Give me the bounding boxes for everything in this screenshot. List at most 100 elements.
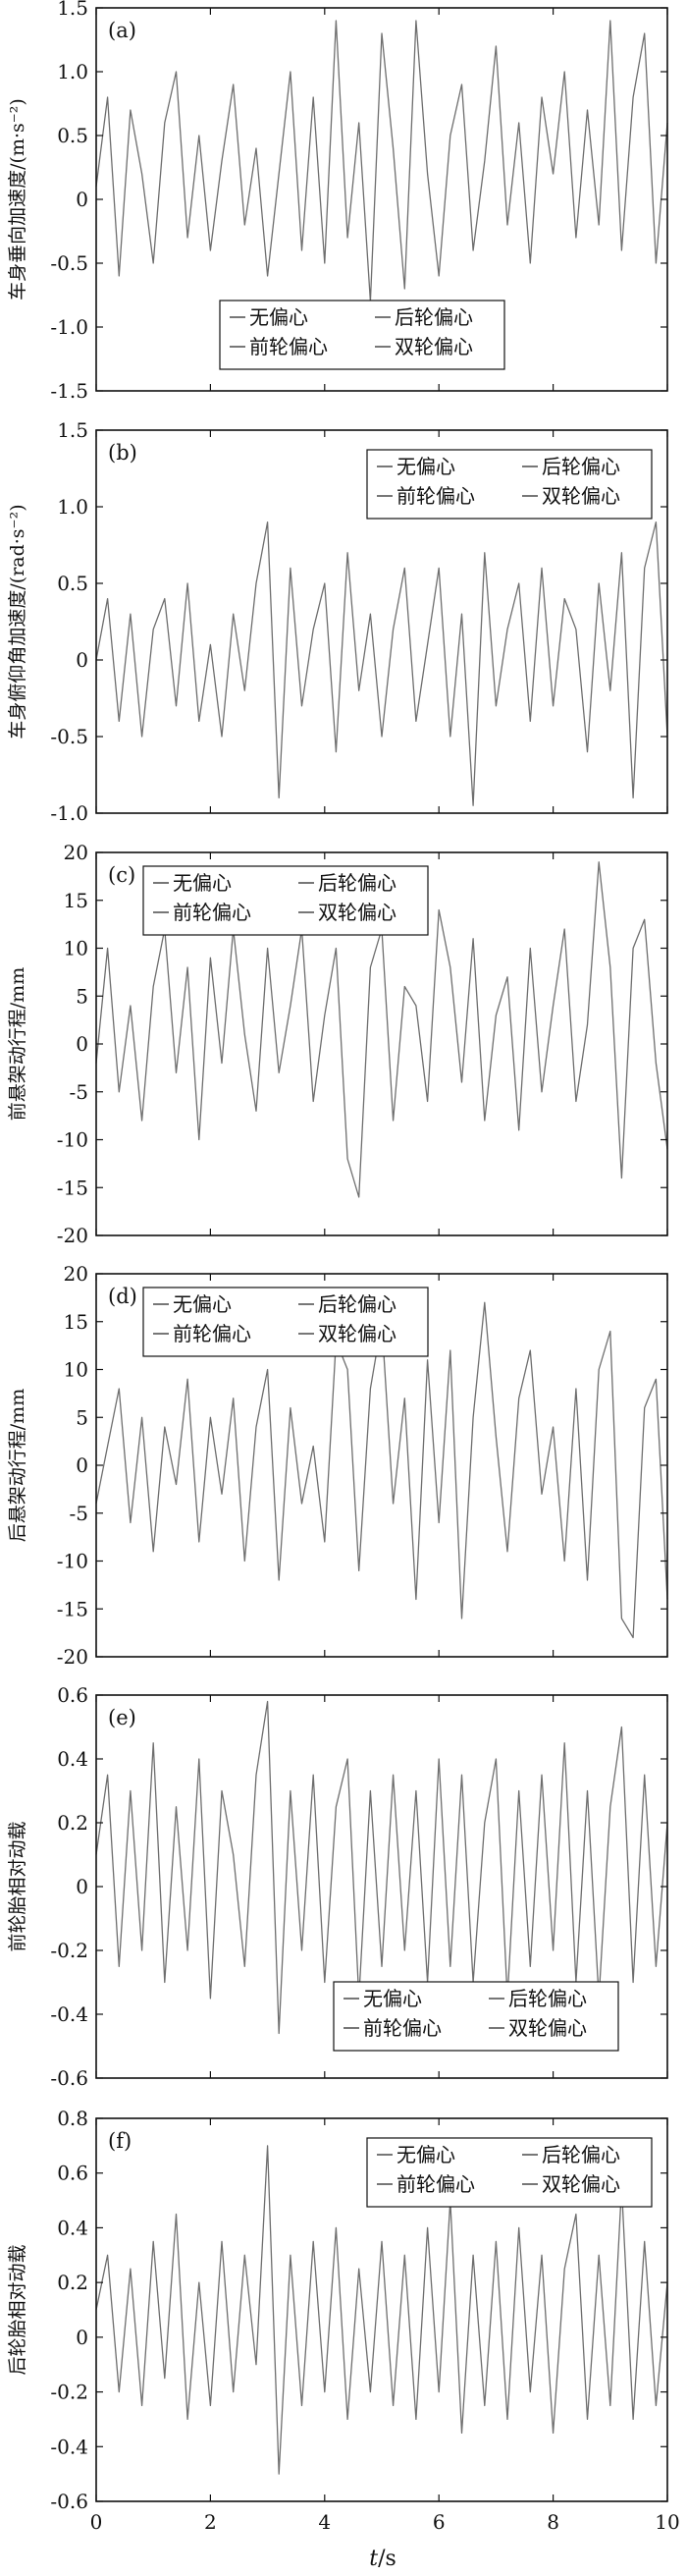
y-axis-title: 车身俯仰角加速度/(rad·s⁻²)	[7, 504, 28, 739]
y-tick-label: 0.4	[57, 2216, 88, 2239]
legend-label: 后轮偏心	[318, 1292, 396, 1316]
legend-box	[366, 2137, 653, 2208]
y-tick-label: 1.5	[57, 0, 88, 20]
y-tick-label: 1.0	[57, 60, 88, 83]
y-tick-label: -1.0	[50, 315, 88, 339]
panel-d: -20 -15 -10 -5 0 5 10 15 20 (d) 后悬架动行程/mm 无偏心 后轮偏心前轮…	[7, 1262, 668, 1669]
legend-label: 双轮偏心	[542, 2172, 620, 2196]
x-axis-symbol: t	[369, 2547, 378, 2571]
y-tick-label: 20	[64, 841, 88, 864]
y-tick-label: -0.6	[50, 2066, 88, 2090]
legend-label: 后轮偏心	[542, 455, 620, 478]
y-tick-label: -0.4	[50, 2002, 88, 2026]
legend-label: 双轮偏心	[542, 484, 620, 508]
x-tick-label: 6	[433, 2510, 446, 2534]
y-tick-label: 10	[64, 1358, 88, 1382]
x-axis-title: t/s	[369, 2547, 396, 2571]
y-tick-label: -10	[57, 1550, 88, 1573]
legend-label: 后轮偏心	[542, 2143, 620, 2166]
y-axis-title: 后悬架动行程/mm	[7, 1389, 28, 1542]
legend-label: 无偏心	[396, 455, 455, 478]
legend-label: 双轮偏心	[318, 901, 396, 924]
y-tick-label: -10	[57, 1128, 88, 1152]
panel-a: -1.5 -1.0 -0.5 0 0.5 1.0 1.5 (a) 车身垂向加速度/(m·s⁻²)…	[7, 0, 668, 403]
panels: -1.5 -1.0 -0.5 0 0.5 1.0 1.5 (a) 车身垂向加速度/(m·s⁻²)…	[7, 0, 680, 2534]
panel-c: -20 -15 -10 -5 0 5 10 15 20 (c) 前悬架动行程/mm 无偏心 后轮偏心前轮…	[7, 841, 668, 1247]
legend-box	[142, 1287, 429, 1357]
y-tick-label: -0.2	[50, 2381, 88, 2404]
legend-label: 前轮偏心	[173, 901, 251, 924]
y-tick-label: -20	[57, 1645, 88, 1669]
x-axis-unit: /s	[378, 2547, 396, 2571]
series-line	[95, 521, 668, 806]
y-axis-title: 前轮胎相对动载	[7, 1821, 28, 1951]
y-tick-label: 0.2	[57, 2271, 88, 2294]
legend-label: 前轮偏心	[173, 1322, 251, 1345]
legend-label: 前轮偏心	[249, 335, 328, 358]
x-tick-label: 0	[90, 2510, 103, 2534]
series-line	[95, 1700, 668, 2035]
y-tick-label: 10	[64, 937, 88, 960]
y-tick-label: -5	[70, 1502, 88, 1525]
panel-f: -0.6 -0.4 -0.2 0 0.2 0.4 0.6 0.8 0 2 4 6 8 10 (f) 后轮胎相对…	[7, 2107, 680, 2534]
y-tick-label: 1.0	[57, 495, 88, 519]
y-tick-label: -0.5	[50, 251, 88, 275]
x-tick-label: 4	[318, 2510, 331, 2534]
y-tick-label: 0.5	[57, 124, 88, 147]
panel-label: (a)	[108, 19, 136, 42]
series-line	[95, 20, 668, 302]
y-tick-label: 0.4	[57, 1747, 88, 1771]
y-tick-label: 0.2	[57, 1811, 88, 1835]
legend-label: 双轮偏心	[318, 1322, 396, 1345]
legend-box	[142, 865, 429, 936]
y-tick-label: 0	[76, 648, 88, 672]
panel-label: (d)	[108, 1285, 137, 1308]
y-tick-label: 0.8	[57, 2107, 88, 2130]
plot-frame	[95, 2117, 668, 2502]
y-tick-label: 0	[76, 188, 88, 211]
y-tick-label: 15	[64, 889, 88, 912]
legend-label: 后轮偏心	[395, 305, 473, 329]
y-tick-label: 5	[76, 984, 88, 1008]
legend-box	[219, 300, 505, 370]
y-tick-label: 0.6	[57, 1683, 88, 1707]
legend-box	[366, 449, 653, 520]
y-tick-label: -0.2	[50, 1939, 88, 1962]
y-tick-label: -1.0	[50, 801, 88, 825]
panel-b: -1.0 -0.5 0 0.5 1.0 1.5 (b) 车身俯仰角加速度/(rad·s⁻²) 无…	[7, 418, 668, 825]
y-tick-label: 1.5	[57, 418, 88, 442]
legend-label: 前轮偏心	[396, 484, 475, 508]
y-axis-title: 车身垂向加速度/(m·s⁻²)	[7, 98, 28, 301]
y-tick-label: 0.6	[57, 2162, 88, 2185]
x-tick-label: 10	[655, 2510, 679, 2534]
x-tick-label: 2	[204, 2510, 217, 2534]
y-axis-title: 前悬架动行程/mm	[7, 967, 28, 1121]
legend-label: 前轮偏心	[396, 2172, 475, 2196]
panel-label: (c)	[108, 863, 135, 887]
legend-label: 无偏心	[173, 871, 232, 895]
y-tick-label: 0	[76, 1453, 88, 1477]
legend-label: 无偏心	[249, 305, 308, 329]
y-tick-label: 15	[64, 1310, 88, 1334]
y-tick-label: -15	[57, 1597, 88, 1620]
legend-label: 无偏心	[396, 2143, 455, 2166]
panel-label: (f)	[108, 2129, 132, 2153]
svg-text:t/s: t/s	[369, 2547, 396, 2571]
series-line	[95, 2145, 668, 2475]
legend-label: 双轮偏心	[508, 2016, 587, 2040]
plot-frame	[95, 429, 668, 814]
y-tick-label: -5	[70, 1080, 88, 1104]
legend-label: 后轮偏心	[508, 1987, 587, 2010]
legend-label: 无偏心	[173, 1292, 232, 1316]
y-tick-label: 0	[76, 1875, 88, 1898]
legend-box	[333, 1981, 619, 2052]
y-tick-label: 0.5	[57, 572, 88, 595]
